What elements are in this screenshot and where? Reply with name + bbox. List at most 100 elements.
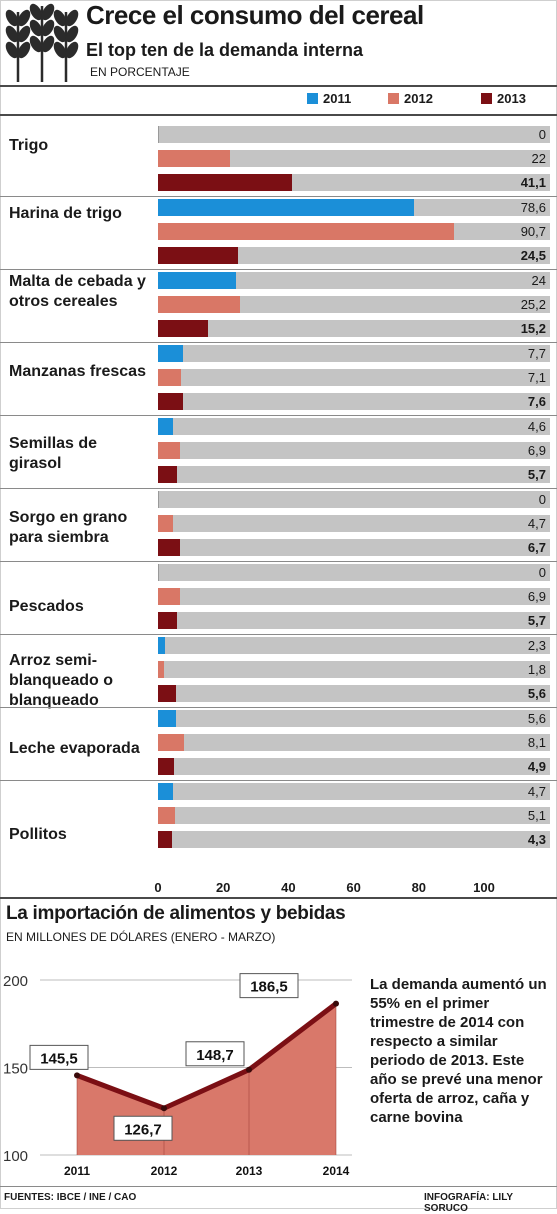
bar-track xyxy=(158,807,550,824)
bar-track xyxy=(158,783,550,800)
group-divider xyxy=(0,634,557,635)
bar-value-label: 25,2 xyxy=(520,297,546,312)
bar-value-label: 90,7 xyxy=(520,224,546,239)
bar-2011 xyxy=(158,491,159,508)
credit-text: INFOGRAFÍA: LILY SORUCO xyxy=(424,1192,513,1214)
value-callout-label: 126,7 xyxy=(124,1121,162,1138)
bar-track xyxy=(158,710,550,727)
bar-value-label: 7,1 xyxy=(527,370,546,385)
value-callout-label: 148,7 xyxy=(196,1047,234,1064)
data-point xyxy=(161,1105,167,1112)
bar-track xyxy=(158,466,550,483)
bar-track xyxy=(158,320,550,337)
bar-2012 xyxy=(158,369,182,386)
bar-track xyxy=(158,150,550,167)
bar-track xyxy=(158,369,550,386)
x-tick-label: 2011 xyxy=(64,1164,90,1178)
bar-track xyxy=(158,442,550,459)
bar-2011 xyxy=(158,710,177,727)
bar-2011 xyxy=(158,637,166,654)
bar-2012 xyxy=(158,150,230,167)
bar-value-label: 4,7 xyxy=(527,516,546,531)
bar-value-label: 5,6 xyxy=(527,686,546,701)
group-divider xyxy=(0,342,557,343)
value-callout-box xyxy=(29,1044,89,1070)
section-divider xyxy=(0,897,557,899)
bar-2013 xyxy=(158,539,180,556)
category-label: Leche evaporada xyxy=(9,740,140,757)
bar-track xyxy=(158,612,550,629)
category-label: Pollitos xyxy=(9,826,67,843)
header-divider xyxy=(0,85,557,87)
category-label: Pescados xyxy=(9,598,84,615)
data-point xyxy=(333,1000,339,1007)
legend-item-2012: 2012 xyxy=(388,91,433,106)
bar-track xyxy=(158,515,550,532)
bar-value-label: 78,6 xyxy=(520,200,546,215)
import-chart-unit: EN MILLONES DE DÓLARES (ENERO - MARZO) xyxy=(6,930,276,944)
bar-value-label: 0 xyxy=(538,492,546,507)
bar-value-label: 2,3 xyxy=(527,638,546,653)
bar-2012 xyxy=(158,515,174,532)
bar-value-label: 4,6 xyxy=(527,419,546,434)
bar-track xyxy=(158,418,550,435)
note-text: La demanda aumentó un 55% en el primer t… xyxy=(370,976,547,1126)
legend-swatch-2012 xyxy=(388,93,399,104)
group-divider xyxy=(0,415,557,416)
bar-track xyxy=(158,588,550,605)
bar-track xyxy=(158,734,550,751)
group-divider xyxy=(0,707,557,708)
bar-value-label: 6,9 xyxy=(527,443,546,458)
bar-value-label: 7,6 xyxy=(527,394,546,409)
legend-label-2011: 2011 xyxy=(323,91,352,106)
bar-2011 xyxy=(158,418,173,435)
bar-2012 xyxy=(158,807,175,824)
value-callout-label: 145,5 xyxy=(40,1050,78,1067)
y-tick-label: 150 xyxy=(3,1061,28,1078)
footer-divider xyxy=(0,1186,557,1187)
unit-label: EN PORCENTAJE xyxy=(90,65,190,79)
legend-item-2013: 2013 xyxy=(481,91,526,106)
category-label: Arroz semi-blanqueado o blanqueado xyxy=(9,652,113,709)
page-title: Crece el consumo del cereal xyxy=(86,0,424,30)
data-point xyxy=(246,1066,252,1073)
bar-track xyxy=(158,539,550,556)
bar-value-label: 5,1 xyxy=(527,808,546,823)
legend-swatch-2011 xyxy=(307,93,318,104)
bar-2013 xyxy=(158,247,238,264)
x-tick-label: 2014 xyxy=(323,1164,350,1178)
bar-track xyxy=(158,393,550,410)
bar-2013 xyxy=(158,612,177,629)
category-label: Sorgo en grano para siembra xyxy=(9,509,128,546)
bar-value-label: 8,1 xyxy=(527,735,546,750)
wheat-icon xyxy=(5,3,79,82)
bar-2013 xyxy=(158,685,177,702)
bar-2013 xyxy=(158,393,183,410)
x-tick-label: 80 xyxy=(411,880,427,895)
y-tick-label: 200 xyxy=(3,973,28,990)
bar-2011 xyxy=(158,564,159,581)
bar-value-label: 6,9 xyxy=(527,589,546,604)
bar-2011 xyxy=(158,199,415,216)
page-subtitle: El top ten de la demanda interna xyxy=(86,40,364,60)
y-tick-label: 100 xyxy=(3,1148,28,1165)
category-label: Trigo xyxy=(9,137,49,154)
bar-2013 xyxy=(158,320,208,337)
bar-2012 xyxy=(158,296,241,313)
bar-2013 xyxy=(158,758,174,775)
bar-track xyxy=(158,272,550,289)
group-divider xyxy=(0,269,557,270)
bar-track xyxy=(158,637,550,654)
group-divider xyxy=(0,561,557,562)
bar-value-label: 24 xyxy=(531,273,546,288)
x-tick-label: 2013 xyxy=(236,1164,263,1178)
value-callout-box xyxy=(113,1115,173,1141)
value-callout-box xyxy=(239,973,299,999)
group-divider xyxy=(0,780,557,781)
x-tick-label: 60 xyxy=(346,880,361,895)
bar-track xyxy=(158,564,550,581)
bar-track xyxy=(158,296,550,313)
bar-track xyxy=(158,491,550,508)
legend-label-2013: 2013 xyxy=(497,91,526,106)
bar-value-label: 22 xyxy=(531,151,546,166)
